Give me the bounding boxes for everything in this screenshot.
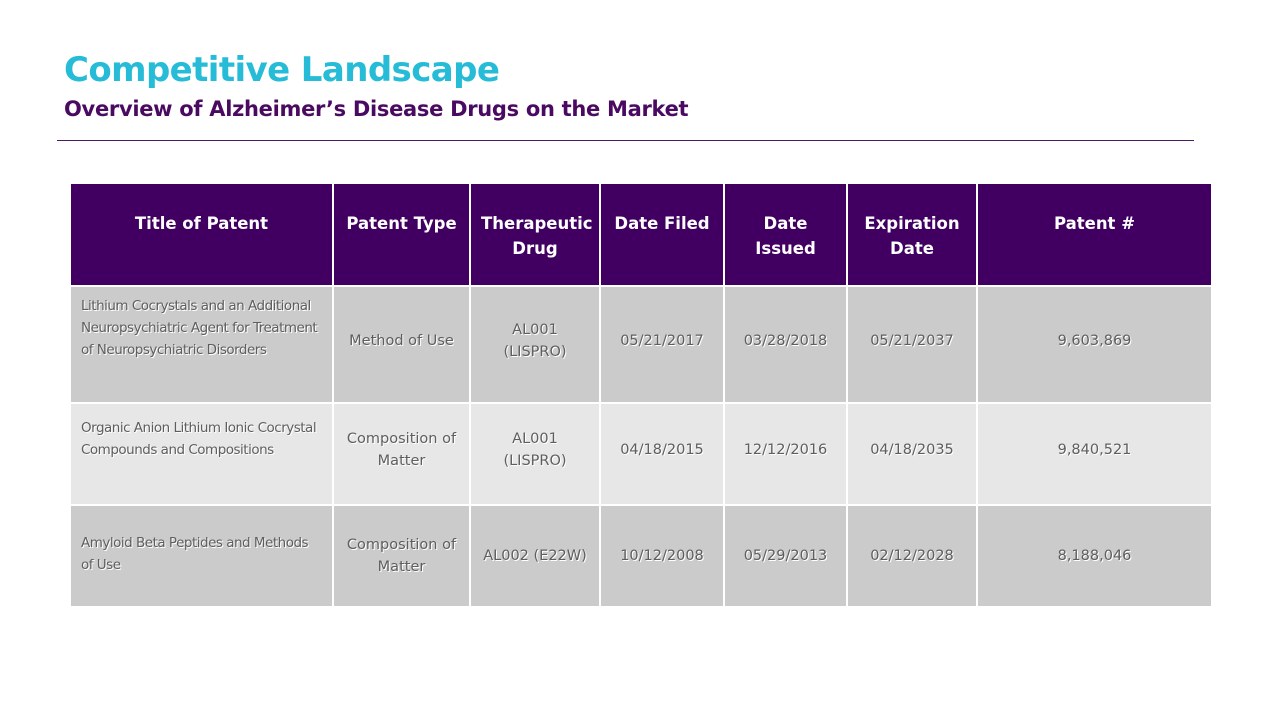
patent-table: Title of Patent Patent Type Therapeutic …: [69, 182, 1213, 608]
title-divider: [57, 140, 1194, 141]
page-subtitle: Overview of Alzheimer’s Disease Drugs on…: [64, 97, 689, 121]
cell-patent-type: Composition of Matter: [332, 504, 471, 608]
cell-title-of-patent: Amyloid Beta Peptides and Methods of Use: [69, 504, 334, 608]
cell-patent-type: Composition of Matter: [332, 402, 471, 506]
cell-date-filed: 04/18/2015: [599, 402, 725, 506]
cell-title-of-patent: Organic Anion Lithium Ionic Cocrystal Co…: [69, 402, 334, 506]
table-header-row: Title of Patent Patent Type Therapeutic …: [69, 182, 1213, 287]
cell-date-filed: 05/21/2017: [599, 285, 725, 404]
cell-date-issued: 05/29/2013: [723, 504, 848, 608]
cell-patent-type: Method of Use: [332, 285, 471, 404]
cell-therapeutic-drug: AL001 (LISPRO): [469, 402, 601, 506]
cell-date-issued: 12/12/2016: [723, 402, 848, 506]
cell-date-filed: 10/12/2008: [599, 504, 725, 608]
table-row: Amyloid Beta Peptides and Methods of Use…: [69, 504, 1213, 608]
column-header-expiration-date: Expiration Date: [846, 182, 978, 287]
column-header-date-filed: Date Filed: [599, 182, 725, 287]
page-title: Competitive Landscape: [64, 50, 500, 90]
cell-patent-number: 8,188,046: [976, 504, 1213, 608]
column-header-date-issued: Date Issued: [723, 182, 848, 287]
cell-patent-number: 9,603,869: [976, 285, 1213, 404]
cell-therapeutic-drug: AL001 (LISPRO): [469, 285, 601, 404]
cell-expiration-date: 05/21/2037: [846, 285, 978, 404]
table-row: Lithium Cocrystals and an Additional Neu…: [69, 285, 1213, 404]
cell-patent-number: 9,840,521: [976, 402, 1213, 506]
cell-title-of-patent: Lithium Cocrystals and an Additional Neu…: [69, 285, 334, 404]
cell-therapeutic-drug: AL002 (E22W): [469, 504, 601, 608]
column-header-title: Title of Patent: [69, 182, 334, 287]
table-row: Organic Anion Lithium Ionic Cocrystal Co…: [69, 402, 1213, 506]
column-header-patent-number: Patent #: [976, 182, 1213, 287]
column-header-patent-type: Patent Type: [332, 182, 471, 287]
cell-date-issued: 03/28/2018: [723, 285, 848, 404]
cell-expiration-date: 04/18/2035: [846, 402, 978, 506]
cell-expiration-date: 02/12/2028: [846, 504, 978, 608]
column-header-therapeutic-drug: Therapeutic Drug: [469, 182, 601, 287]
